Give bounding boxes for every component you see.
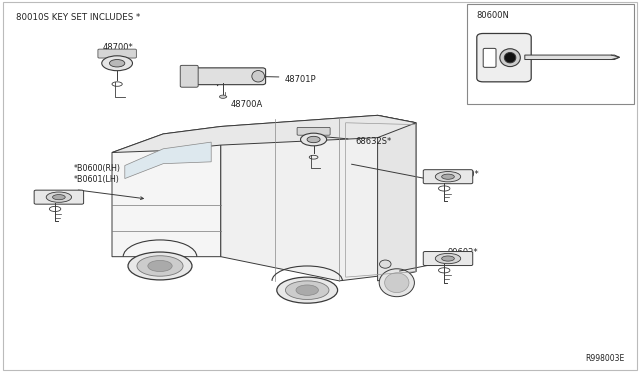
Ellipse shape — [435, 253, 461, 264]
Ellipse shape — [285, 281, 329, 299]
Text: 68632S*: 68632S* — [355, 137, 392, 146]
FancyBboxPatch shape — [34, 190, 84, 204]
Text: 80010S KEY SET INCLUDES *: 80010S KEY SET INCLUDES * — [16, 13, 140, 22]
Text: R998003E: R998003E — [585, 354, 624, 363]
Text: 80600N: 80600N — [477, 11, 509, 20]
Ellipse shape — [385, 273, 409, 292]
FancyBboxPatch shape — [423, 170, 473, 184]
Ellipse shape — [435, 171, 461, 182]
Text: 82600*: 82600* — [448, 170, 479, 179]
Polygon shape — [221, 115, 416, 281]
FancyBboxPatch shape — [483, 48, 496, 67]
Ellipse shape — [52, 195, 65, 200]
Ellipse shape — [504, 52, 516, 63]
FancyBboxPatch shape — [477, 33, 531, 82]
Ellipse shape — [442, 256, 454, 261]
Ellipse shape — [307, 136, 320, 142]
Polygon shape — [378, 115, 416, 281]
FancyBboxPatch shape — [423, 251, 473, 266]
Ellipse shape — [252, 71, 264, 82]
Polygon shape — [125, 142, 211, 179]
Ellipse shape — [46, 192, 72, 202]
Bar — [467, 4, 634, 104]
Ellipse shape — [109, 60, 125, 67]
FancyBboxPatch shape — [98, 49, 136, 58]
Ellipse shape — [380, 260, 391, 268]
Text: 48700A: 48700A — [230, 100, 262, 109]
Polygon shape — [112, 115, 416, 153]
Ellipse shape — [301, 133, 326, 146]
Polygon shape — [112, 126, 221, 257]
Ellipse shape — [148, 260, 172, 272]
Ellipse shape — [296, 285, 319, 295]
Ellipse shape — [442, 174, 454, 179]
FancyBboxPatch shape — [180, 65, 198, 87]
Ellipse shape — [500, 49, 520, 67]
Text: 48701P: 48701P — [285, 76, 316, 84]
FancyBboxPatch shape — [297, 127, 330, 135]
Ellipse shape — [220, 95, 227, 98]
Text: 48700*: 48700* — [103, 43, 134, 52]
FancyBboxPatch shape — [189, 68, 266, 85]
Text: ↓: ↓ — [221, 91, 228, 100]
Ellipse shape — [379, 269, 415, 297]
Text: 90602*: 90602* — [448, 248, 479, 257]
Ellipse shape — [102, 56, 132, 71]
Text: *B0601(LH): *B0601(LH) — [74, 175, 120, 184]
Ellipse shape — [128, 252, 192, 280]
Ellipse shape — [276, 277, 338, 303]
Ellipse shape — [137, 256, 183, 276]
Text: *B0600(RH): *B0600(RH) — [74, 164, 120, 173]
Polygon shape — [525, 55, 620, 60]
